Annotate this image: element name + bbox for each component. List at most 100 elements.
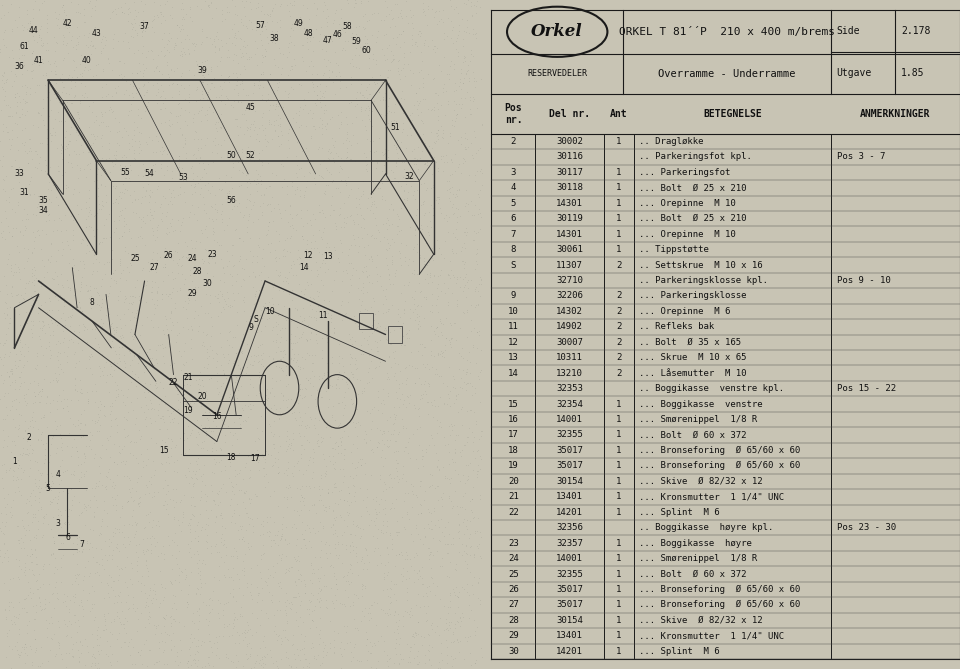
- Point: [213, 359, 228, 370]
- Point: [421, 378, 437, 389]
- Point: [183, 567, 199, 577]
- Point: [401, 173, 417, 184]
- Point: [406, 159, 421, 169]
- Point: [27, 232, 42, 243]
- Point: [41, 111, 57, 122]
- Point: [424, 35, 440, 45]
- Point: [336, 494, 351, 505]
- Point: [306, 482, 322, 492]
- Point: [319, 104, 334, 115]
- Point: [82, 28, 97, 39]
- Point: [386, 425, 401, 436]
- Point: [317, 0, 332, 7]
- Point: [282, 209, 298, 219]
- Point: [456, 365, 471, 375]
- Point: [416, 82, 431, 92]
- Point: [187, 149, 203, 159]
- Point: [420, 629, 435, 640]
- Point: [17, 562, 33, 573]
- Point: [191, 133, 206, 144]
- Point: [69, 385, 84, 396]
- Point: [338, 540, 353, 551]
- Point: [452, 476, 468, 487]
- Text: 24: 24: [508, 554, 518, 563]
- Point: [391, 429, 406, 440]
- Point: [111, 570, 127, 581]
- Point: [145, 213, 160, 223]
- Point: [454, 445, 469, 456]
- Point: [448, 224, 464, 235]
- Point: [220, 1, 235, 12]
- Text: 12: 12: [303, 251, 313, 260]
- Point: [128, 136, 143, 147]
- Point: [431, 664, 446, 669]
- Point: [436, 398, 451, 409]
- Point: [356, 214, 372, 225]
- Point: [384, 584, 399, 595]
- Point: [135, 15, 151, 25]
- Point: [473, 531, 489, 542]
- Point: [353, 460, 369, 470]
- Point: [458, 27, 473, 37]
- Text: 30061: 30061: [556, 245, 583, 254]
- Point: [159, 223, 175, 233]
- Point: [57, 518, 72, 529]
- Point: [28, 146, 43, 157]
- Point: [61, 27, 77, 37]
- Point: [218, 550, 233, 561]
- Point: [215, 262, 230, 273]
- Point: [28, 272, 43, 283]
- Point: [135, 70, 151, 81]
- Point: [152, 520, 167, 531]
- Point: [388, 367, 403, 378]
- Point: [333, 175, 348, 185]
- Point: [404, 268, 420, 278]
- Point: [196, 381, 211, 391]
- Point: [305, 456, 321, 467]
- Point: [372, 474, 388, 484]
- Point: [83, 209, 98, 219]
- Point: [309, 338, 324, 349]
- Point: [134, 233, 150, 244]
- Point: [344, 577, 359, 588]
- Point: [214, 391, 229, 401]
- Point: [284, 285, 300, 296]
- Point: [440, 548, 455, 559]
- Point: [174, 0, 189, 9]
- Point: [105, 401, 120, 411]
- Point: [215, 609, 230, 620]
- Point: [346, 480, 361, 490]
- Point: [167, 575, 182, 585]
- Point: [227, 613, 242, 624]
- Point: [216, 569, 231, 580]
- Point: [167, 527, 182, 538]
- Point: [140, 601, 156, 611]
- Point: [289, 321, 304, 332]
- Point: [471, 203, 487, 214]
- Point: [162, 196, 178, 207]
- Text: 8: 8: [511, 245, 516, 254]
- Point: [433, 151, 448, 161]
- Point: [174, 103, 189, 114]
- Point: [255, 52, 271, 62]
- Point: [132, 141, 147, 152]
- Point: [242, 518, 257, 529]
- Point: [461, 76, 476, 86]
- Point: [198, 664, 213, 669]
- Point: [150, 339, 165, 350]
- Point: [250, 597, 265, 607]
- Point: [202, 629, 217, 640]
- Point: [122, 650, 137, 661]
- Point: [242, 512, 257, 523]
- Point: [225, 301, 240, 312]
- Point: [446, 121, 462, 132]
- Point: [108, 150, 124, 161]
- Point: [290, 209, 305, 219]
- Point: [106, 43, 121, 54]
- Point: [11, 482, 26, 492]
- Point: [117, 576, 132, 587]
- Point: [376, 15, 392, 25]
- Point: [165, 316, 180, 327]
- Point: [401, 277, 417, 288]
- Point: [39, 92, 55, 102]
